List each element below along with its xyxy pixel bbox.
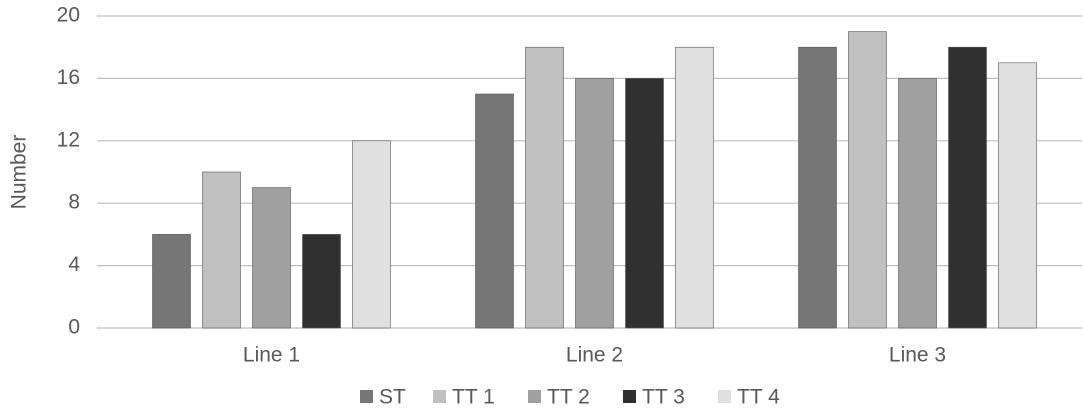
x-tick-label: Line 3: [889, 344, 946, 367]
bar: [798, 46, 837, 329]
y-tick-label: 16: [57, 66, 80, 89]
bar: [152, 234, 191, 329]
legend-swatch: [360, 390, 373, 403]
legend-swatch: [718, 390, 731, 403]
bar: [475, 93, 514, 329]
y-tick-label: 4: [68, 253, 80, 276]
bar: [898, 78, 937, 329]
legend-label: TT 4: [737, 386, 780, 409]
bar: [252, 187, 291, 329]
bar: [948, 46, 987, 329]
bar: [302, 234, 341, 329]
legend-label: ST: [379, 386, 406, 409]
legend-label: TT 3: [642, 386, 685, 409]
bar: [202, 171, 241, 329]
bar: [625, 78, 664, 329]
bar: [575, 78, 614, 329]
bar: [848, 31, 887, 329]
legend-label: TT 1: [452, 386, 495, 409]
x-tick-label: Line 2: [566, 344, 623, 367]
bar: [675, 46, 714, 329]
x-tick-label: Line 1: [243, 344, 300, 367]
bar: [998, 62, 1037, 329]
legend-swatch: [623, 390, 636, 403]
y-tick-label: 12: [57, 128, 80, 151]
bar: [525, 46, 564, 329]
y-tick-label: 8: [68, 191, 80, 214]
bar: [352, 140, 391, 329]
y-tick-label: 0: [68, 316, 80, 339]
legend-label: TT 2: [547, 386, 590, 409]
legend-swatch: [433, 390, 446, 403]
legend-swatch: [528, 390, 541, 403]
y-axis-label: Number: [8, 135, 31, 210]
y-tick-label: 20: [57, 4, 80, 27]
